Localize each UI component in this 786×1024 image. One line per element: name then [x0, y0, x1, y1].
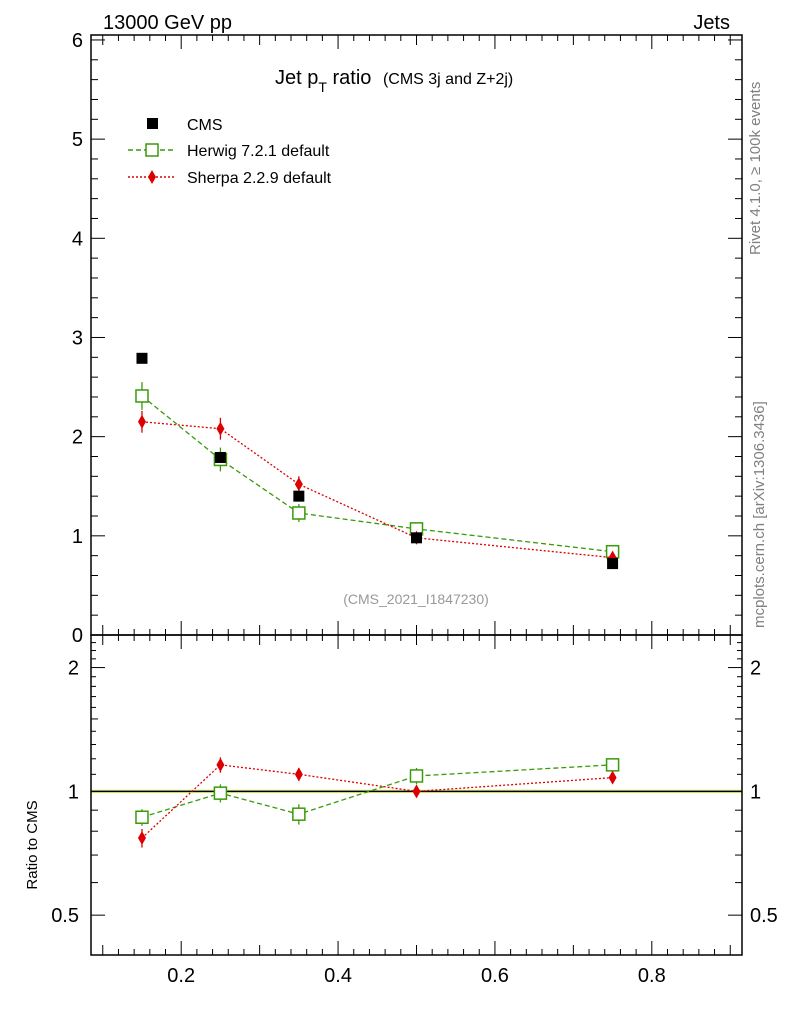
main-herwig-line — [141, 395, 613, 553]
ratio-axis-label: Ratio to CMS — [24, 800, 41, 889]
main-cms-point — [214, 451, 226, 463]
header-energy-label: 13000 GeV pp — [103, 12, 232, 34]
main-axis-ticks: 0 1 2 3 4 5 6 — [72, 30, 742, 647]
main-herwig-point — [292, 506, 306, 520]
ratio-sherpa-point — [608, 770, 617, 785]
ratio-herwig-point — [135, 810, 149, 825]
legend-label-cms: CMS — [187, 117, 223, 134]
main-panel-series — [135, 352, 620, 570]
main-ytick-label: 0 — [72, 625, 83, 647]
main-herwig-point — [135, 389, 149, 403]
mcplots-label: mcplots.cern.ch [arXiv:1306.3436] — [751, 401, 768, 628]
ratio-ytick-label: 0.5 — [51, 905, 79, 927]
main-cms-point — [607, 558, 619, 570]
xtick-label: 0.8 — [638, 965, 666, 987]
main-sherpa-line — [141, 421, 613, 559]
ratio-sherpa-point — [412, 784, 421, 799]
legend: CMS Herwig 7.2.1 default Sherpa 2.2.9 de… — [128, 117, 332, 187]
legend-marker-herwig — [145, 143, 159, 157]
ratio-herwig-point — [292, 807, 306, 821]
ratio-sherpa-point — [137, 831, 146, 846]
chart-title-main: Jet p — [275, 67, 318, 89]
analysis-watermark: (CMS_2021_I1847230) — [343, 591, 489, 607]
main-ytick-label: 1 — [72, 526, 83, 548]
main-cms-point — [411, 532, 422, 544]
ratio-herwig-point — [605, 758, 620, 772]
ratio-sherpa-point — [216, 757, 225, 772]
xtick-label: 0.4 — [324, 965, 352, 987]
ratio-panel-frame — [90, 634, 743, 956]
chart-title-subscript: T — [318, 79, 327, 95]
main-cms-point — [293, 490, 305, 502]
xtick-label: 0.2 — [167, 965, 195, 987]
main-ytick-label: 5 — [72, 129, 83, 151]
main-sherpa-point — [294, 477, 303, 492]
main-sherpa-point — [137, 414, 146, 429]
legend-label-herwig: Herwig 7.2.1 default — [187, 143, 330, 160]
ratio-sherpa-line — [141, 764, 613, 839]
ratio-ytick-label-right: 2 — [750, 658, 761, 680]
legend-marker-cms — [147, 118, 158, 129]
ratio-herwig-point — [409, 769, 424, 783]
header-category-label: Jets — [693, 12, 730, 34]
legend-marker-sherpa — [148, 170, 156, 184]
ratio-herwig-point — [213, 786, 228, 800]
main-ytick-label: 6 — [72, 30, 83, 52]
main-ytick-label: 2 — [72, 427, 83, 449]
ratio-panel-series — [135, 757, 620, 848]
ratio-axis-ticks: 0.5 0.5 1 1 2 2 0.2 0.4 0.6 0.8 — [51, 635, 778, 987]
main-sherpa-point — [216, 421, 225, 436]
ratio-ytick-label-right: 0.5 — [750, 905, 778, 927]
chart-title: Jet pT ratio (CMS 3j and Z+2j) — [275, 67, 513, 95]
main-cms-point — [136, 352, 148, 364]
chart-title-rest: ratio — [327, 67, 371, 89]
ratio-sherpa-point — [294, 767, 303, 782]
legend-label-sherpa: Sherpa 2.2.9 default — [187, 170, 332, 187]
ratio-ytick-label: 2 — [68, 658, 79, 680]
xtick-label: 0.6 — [481, 965, 509, 987]
main-ytick-label: 3 — [72, 327, 83, 349]
chart-title-small: (CMS 3j and Z+2j) — [383, 71, 513, 88]
ratio-ytick-label-right: 1 — [750, 781, 761, 803]
rivet-version-label: Rivet 4.1.0, ≥ 100k events — [747, 82, 764, 255]
main-ytick-label: 4 — [72, 228, 83, 250]
ratio-ytick-label: 1 — [68, 781, 79, 803]
